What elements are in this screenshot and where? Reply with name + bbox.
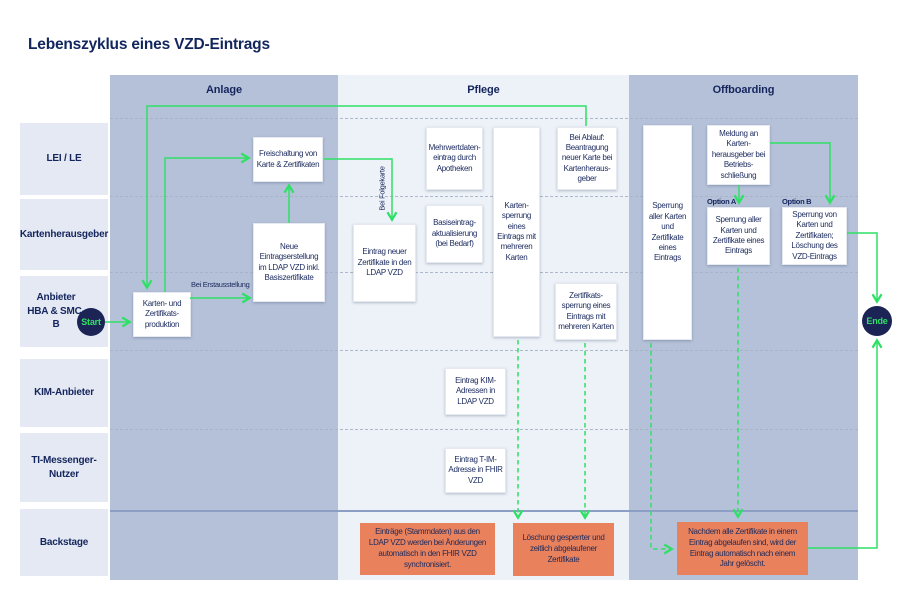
process-box-sperrung-aller: Sperrung aller Karten und Zertifikate ei… — [643, 125, 692, 340]
end-node: Ende — [862, 306, 892, 336]
lane-divider — [110, 118, 858, 119]
column-header-offboarding: Offboarding — [712, 84, 775, 96]
lane-divider — [110, 272, 858, 273]
lane-label-kim-anbieter: KIM-Anbieter — [20, 359, 108, 427]
edge-label-erstausstellung: Bei Erstausstellung — [191, 280, 250, 289]
lane-divider — [110, 350, 858, 351]
process-box-option-b: Sperrung von Karten und Zertifikaten; Lö… — [782, 207, 847, 265]
process-box-kim-adressen: Eintrag KIM-Adressen in LDAP VZD — [445, 368, 506, 415]
process-box-basiseintrag: Basiseintrag-aktualisierung (bei Bedarf) — [426, 205, 483, 263]
note-auto-delete: Nachdem alle Zertifikate in einem Eintra… — [677, 522, 808, 575]
lane-label-kartenherausgeber: Kartenherausgeber — [20, 199, 108, 270]
process-box-karten-produktion: Karten- und Zertifikats-produktion — [133, 292, 191, 337]
process-box-freischaltung: Freischaltung von Karte & Zertifikaten — [253, 137, 323, 182]
process-box-eintrag-neuer-zertifikate: Eintrag neuer Zertifikate in den LDAP VZ… — [353, 224, 416, 302]
process-box-meldung: Meldung an Karten-herausgeber bei Betrie… — [707, 125, 770, 185]
column-header-anlage: Anlage — [205, 84, 243, 96]
lane-divider — [110, 196, 858, 197]
edge-label-folgekarte: Bei Folgekarte — [377, 166, 387, 211]
process-box-mehrwertdaten: Mehrwertdaten-eintrag durch Apotheken — [426, 127, 483, 190]
note-sync: Einträge (Stammdaten) aus den LDAP VZD w… — [360, 523, 495, 575]
lane-label-ti-messenger-nutzer: TI-Messenger-Nutzer — [20, 433, 108, 502]
process-box-neue-eintragserstellung: Neue Eintragserstellung im LDAP VZD inkl… — [253, 223, 325, 302]
lane-divider — [110, 429, 858, 430]
process-box-option-a: Sperrung aller Karten und Zertifikate ei… — [707, 207, 770, 265]
option-a-label: Option A — [707, 197, 736, 206]
page-title: Lebenszyklus eines VZD-Eintrags — [28, 36, 270, 53]
column-header-pflege: Pflege — [467, 84, 500, 96]
option-b-label: Option B — [782, 197, 812, 206]
backstage-divider — [110, 510, 858, 512]
process-box-tim-adresse: Eintrag T-IM-Adresse in FHIR VZD — [445, 448, 506, 493]
process-box-bei-ablauf: Bei Ablauf: Beantragung neuer Karte bei … — [557, 127, 617, 190]
lane-label-backstage: Backstage — [20, 509, 108, 576]
start-node: Start — [77, 308, 105, 336]
lane-label-lei-le: LEI / LE — [20, 123, 108, 195]
process-box-kartensperrung: Karten-sperrung eines Eintrags mit mehre… — [493, 127, 540, 337]
note-loeschung: Löschung gesperrter und zeitlich abgelau… — [513, 523, 614, 576]
process-box-zertifikatssperrung: Zertifikats-sperrung eines Eintrags mit … — [555, 283, 617, 340]
